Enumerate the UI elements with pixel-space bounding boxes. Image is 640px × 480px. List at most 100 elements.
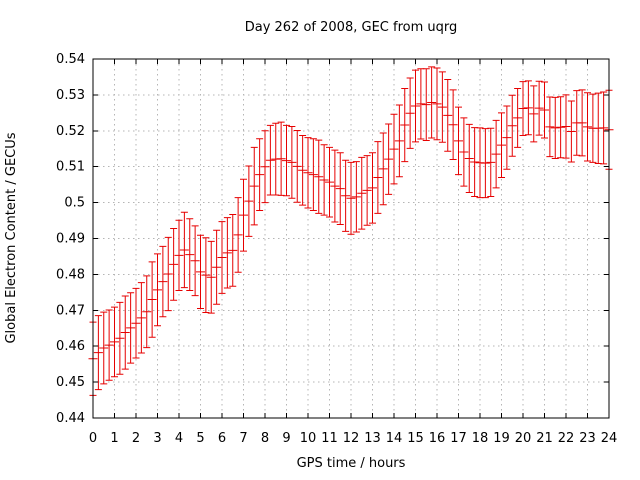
errorbar-point [529, 85, 539, 143]
errorbar-point [400, 87, 410, 163]
errorbar-point [292, 129, 302, 203]
errorbar-point [158, 245, 168, 318]
errorbar-point [303, 137, 313, 209]
x-tick-label: 16 [429, 431, 446, 446]
x-tick-label: 20 [515, 431, 532, 446]
errorbar-point [212, 229, 222, 305]
errorbar-point [346, 161, 356, 235]
errorbar-point [260, 130, 270, 204]
errorbar-point [378, 132, 388, 206]
errorbar-point [271, 122, 281, 196]
axis-layer [92, 58, 610, 419]
errorbar-point [201, 237, 211, 313]
errorbar-point [185, 218, 195, 292]
errorbar-point [351, 161, 361, 233]
errorbar-point [287, 125, 297, 199]
x-tick-label: 13 [364, 431, 381, 446]
x-tick-label: 18 [472, 431, 489, 446]
errorbar-point [298, 134, 308, 206]
errorbar-point [335, 152, 345, 225]
errorbar-point [427, 66, 437, 139]
x-tick-label: 23 [579, 431, 596, 446]
x-tick-label: 0 [89, 431, 97, 446]
errorbar-point [153, 253, 162, 327]
errorbar-point [169, 227, 179, 301]
errorbar-point [341, 159, 351, 232]
errorbar-point [265, 124, 275, 196]
errorbar-point [507, 94, 517, 157]
x-tick-label: 8 [261, 431, 269, 446]
errorbar-point [448, 89, 458, 161]
errorbar-point [314, 139, 324, 214]
x-tick-label: 10 [300, 431, 317, 446]
errorbar-point [486, 127, 496, 197]
errorbar-point [545, 96, 555, 158]
errorbar-point [93, 315, 103, 391]
tick-label-layer: 0.44 0.45 0.46 0.47 0.48 0.49 0.5 0.51 0.52 0.53 0… [56, 52, 617, 446]
x-tick-label: 2 [132, 431, 140, 446]
series-yerrorbars [88, 66, 614, 396]
x-axis-title: GPS time / hours [297, 456, 406, 471]
errorbar-point [362, 155, 372, 226]
errorbar-point [228, 213, 238, 287]
errorbar-point [222, 217, 232, 289]
errorbar-point [147, 261, 157, 338]
x-tick-label: 17 [450, 431, 467, 446]
y-axis-title: Global Electron Content / GECUs [4, 132, 19, 343]
x-tick-label: 1 [110, 431, 118, 446]
errorbar-point [255, 138, 265, 211]
errorbar-point [389, 113, 399, 185]
errorbar-point [136, 282, 146, 354]
x-tick-label: 6 [218, 431, 226, 446]
errorbar-point [373, 141, 383, 214]
errorbar-point [357, 156, 367, 230]
errorbar-point [480, 128, 490, 199]
errorbar-point [330, 149, 340, 223]
errorbar-point [550, 96, 560, 159]
x-tick-label: 14 [386, 431, 403, 446]
chart-title: Day 262 of 2008, GEC from uqrg [245, 20, 458, 35]
x-tick-label: 7 [239, 431, 247, 446]
y-tick-label: 0.51 [56, 160, 85, 175]
grid-layer [92, 58, 610, 419]
errorbar-point [319, 144, 329, 216]
errorbar-point [120, 295, 130, 370]
x-tick-label: 4 [175, 431, 183, 446]
errorbar-point [308, 138, 318, 211]
y-tick-label: 0.54 [56, 52, 85, 67]
errorbar-point [443, 78, 453, 152]
errorbar-point [437, 71, 447, 143]
errorbar-point [244, 165, 254, 237]
y-tick-label: 0.44 [56, 411, 85, 426]
errorbar-point [384, 123, 394, 195]
y-tick-label: 0.53 [56, 88, 85, 103]
y-tick-label: 0.49 [56, 232, 85, 247]
errorbar-point [561, 94, 571, 159]
errorbar-point [534, 80, 544, 136]
errorbar-point [416, 68, 426, 140]
errorbar-point [497, 112, 506, 178]
errorbar-point [432, 67, 442, 141]
errorbar-point [464, 123, 474, 194]
errorbar-point [233, 197, 243, 273]
errorbar-point [368, 152, 377, 224]
y-tick-label: 0.45 [56, 375, 85, 390]
x-tick-label: 12 [343, 431, 360, 446]
x-tick-label: 9 [282, 431, 290, 446]
errorbar-point [325, 146, 334, 218]
errorbar-point [131, 287, 141, 359]
errorbar-point [196, 234, 205, 310]
errorbar-point [566, 100, 576, 163]
errorbar-point [394, 104, 404, 178]
errorbar-point [110, 306, 119, 378]
errorbar-point [583, 92, 592, 162]
errorbar-point [163, 236, 173, 312]
errorbar-point [518, 81, 528, 136]
x-tick-label: 11 [321, 431, 338, 446]
errorbar-point [179, 211, 189, 289]
errorbar-point [572, 90, 582, 156]
errorbar-point [405, 77, 415, 149]
errorbar-point [249, 146, 259, 226]
y-tick-label: 0.52 [56, 124, 85, 139]
